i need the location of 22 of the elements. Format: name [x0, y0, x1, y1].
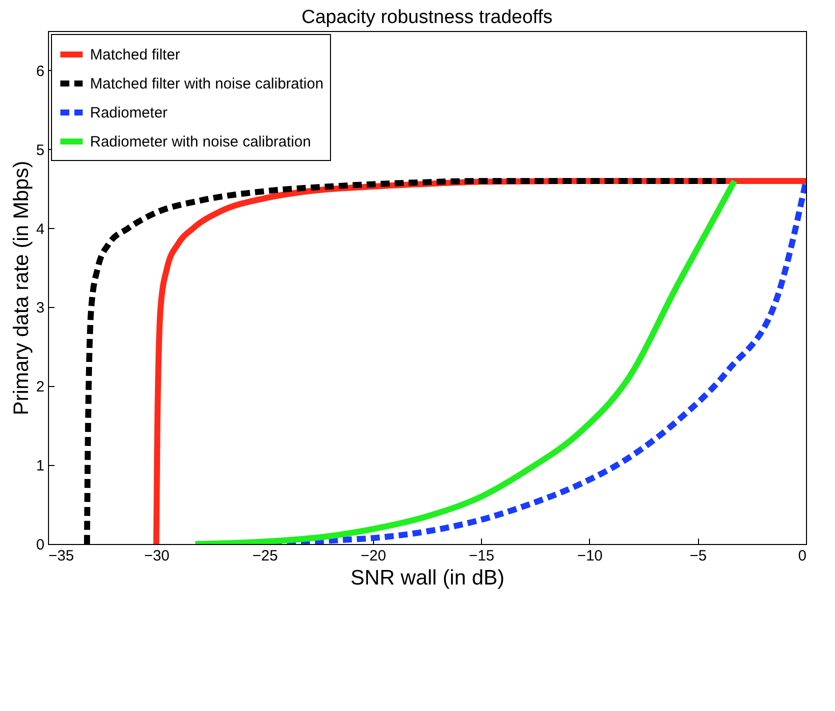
x-tick-label: −5: [690, 548, 707, 564]
x-tick-label: −15: [468, 548, 494, 564]
y-tick-label: 0: [36, 536, 44, 554]
x-tick-label: −20: [360, 548, 386, 564]
x-tick-label: −10: [577, 548, 603, 564]
x-tick-label: −30: [144, 548, 170, 564]
legend-label: Matched filter: [90, 46, 180, 64]
y-tick-label: 3: [36, 300, 44, 317]
x-axis-title: SNR wall (in dB): [350, 566, 505, 590]
y-axis-title: Primary data rate (in Mbps): [10, 160, 34, 416]
legend-label: Radiometer: [90, 104, 168, 122]
y-tick-label: 5: [36, 142, 44, 159]
y-tick-label: 4: [36, 220, 44, 238]
x-tick-label: 0: [798, 548, 806, 564]
legend-label: Matched filter with noise calibration: [90, 76, 324, 92]
y-tick-label: 1: [36, 458, 44, 475]
x-tick-label: −25: [252, 548, 278, 564]
legend-label: Radiometer with noise calibration: [90, 134, 311, 150]
y-tick-label: 2: [36, 378, 44, 396]
chart-title: Capacity robustness tradeoffs: [301, 7, 553, 28]
x-tick-label: −35: [48, 548, 74, 564]
y-tick-label: 6: [36, 62, 44, 80]
